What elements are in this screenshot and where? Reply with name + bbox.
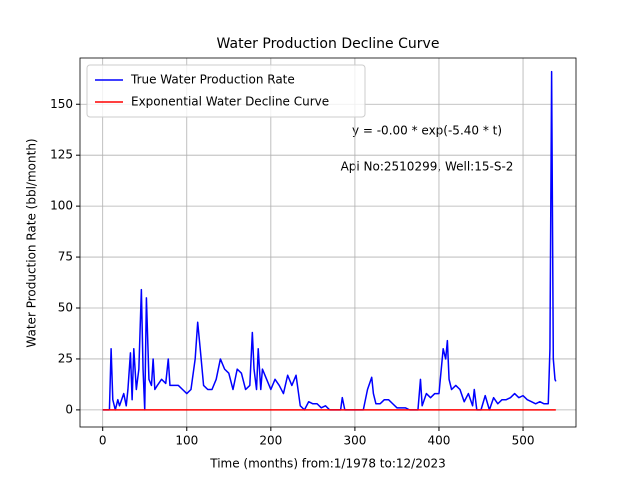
y-axis-label: Water Production Rate (bbl/month)	[25, 138, 39, 347]
y-tick-label: 0	[65, 402, 73, 416]
x-axis-label: Time (months) from:1/1978 to:12/2023	[209, 457, 446, 471]
legend-box	[86, 64, 366, 118]
x-tick-label: 300	[343, 434, 366, 448]
x-tick-label: 0	[99, 434, 107, 448]
x-tick-label: 400	[428, 434, 451, 448]
y-tick-label: 150	[50, 97, 73, 111]
annotation: y = -0.00 * exp(-5.40 * t)	[352, 124, 502, 138]
chart-title: Water Production Decline Curve	[217, 36, 440, 52]
y-tick-label: 125	[50, 148, 73, 162]
y-tick-label: 50	[58, 301, 73, 315]
annotation: Api No:2510299, Well:15-S-2	[341, 160, 514, 174]
legend-label: Exponential Water Decline Curve	[131, 95, 329, 109]
y-tick-label: 75	[58, 250, 73, 264]
x-tick-label: 100	[175, 434, 198, 448]
y-tick-label: 100	[50, 199, 73, 213]
legend-label: True Water Production Rate	[130, 73, 295, 87]
x-tick-label: 500	[512, 434, 535, 448]
axes-frame	[79, 57, 577, 428]
y-tick-label: 25	[58, 351, 73, 365]
x-tick-label: 200	[259, 434, 282, 448]
